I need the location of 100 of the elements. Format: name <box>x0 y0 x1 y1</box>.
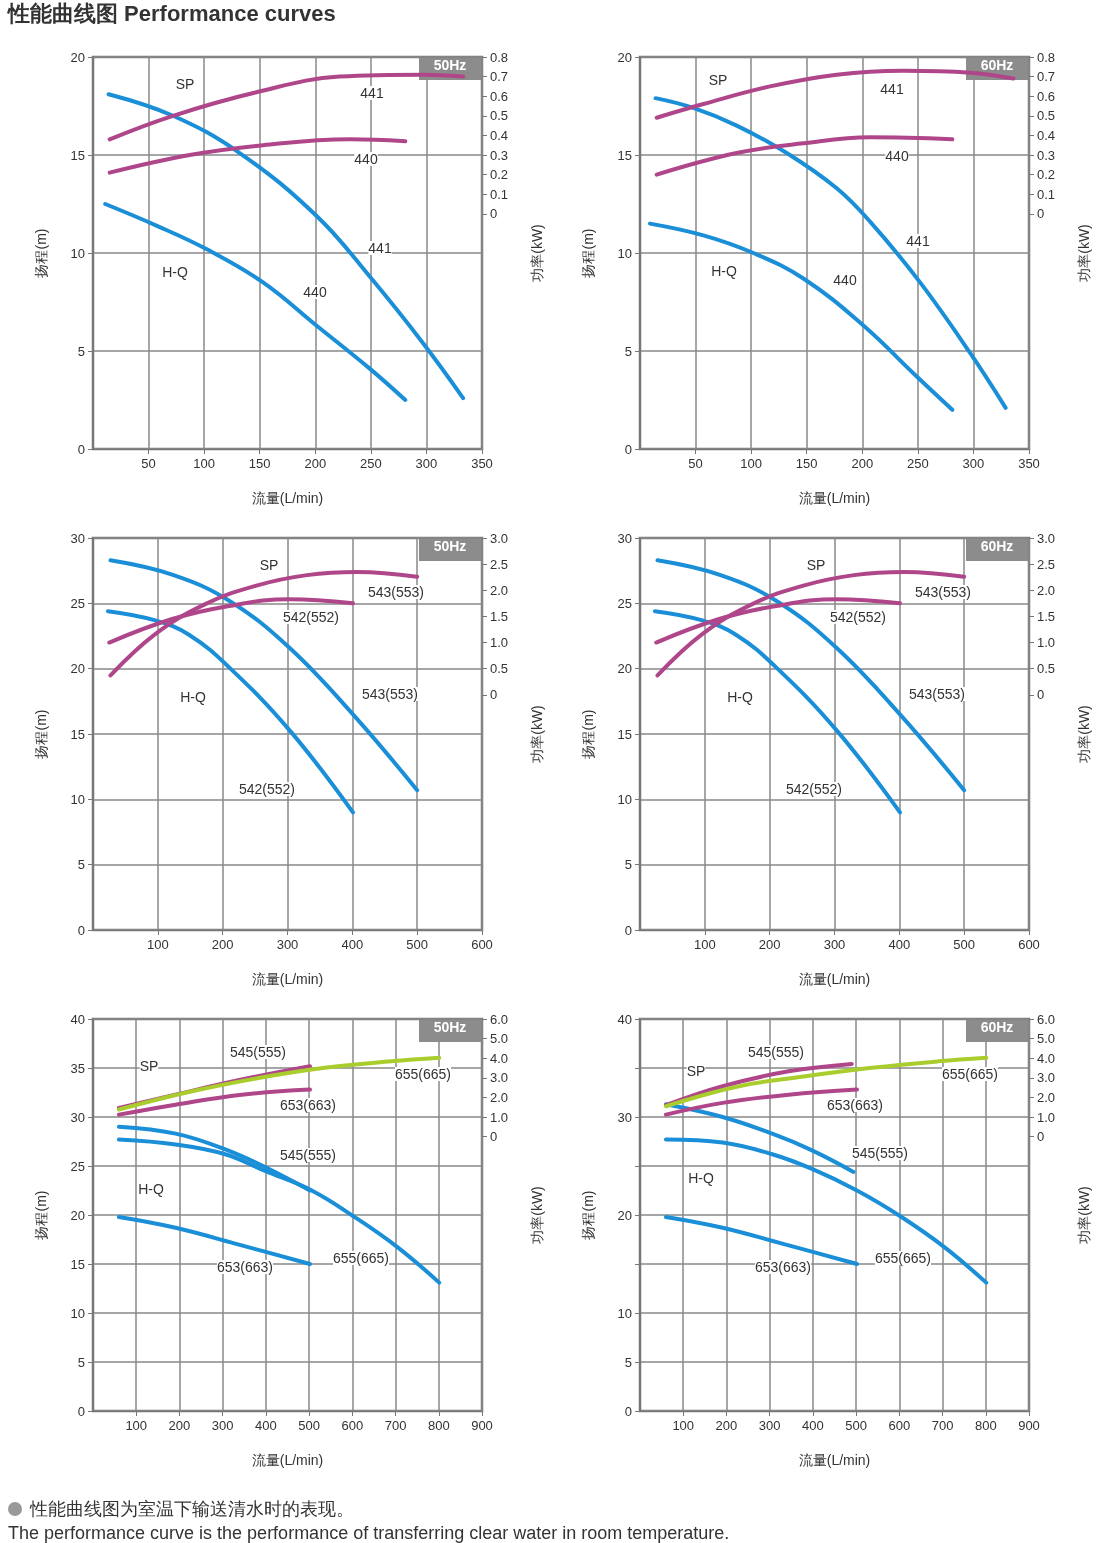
y2-axis-title: 功率(kW) <box>529 224 545 282</box>
x-tick-label: 500 <box>845 1418 867 1433</box>
annotation: 653(663) <box>826 1097 884 1113</box>
y-tick-label: 10 <box>70 791 85 807</box>
annotation: 655(665) <box>394 1066 452 1082</box>
x-tick-label: 250 <box>907 456 929 471</box>
y-tick-label: 20 <box>617 49 632 65</box>
y2-tick-label: 6.0 <box>490 1011 509 1027</box>
x-tick-label: 500 <box>298 1418 320 1433</box>
y2-tick-label: 0 <box>490 687 498 703</box>
annotation: SP <box>806 557 826 573</box>
x-axis-title: 流量(L/min) <box>251 490 324 506</box>
annotation: 60Hz <box>980 538 1014 554</box>
y2-tick-label: 3.0 <box>490 1070 509 1086</box>
x-tick-label: 300 <box>415 456 438 471</box>
annotation: 543(553) <box>361 686 419 702</box>
annotation: 441 <box>360 85 384 101</box>
y2-tick-label: 0.7 <box>490 69 509 85</box>
annotation: 542(552) <box>785 781 843 797</box>
x-tick-label: 800 <box>427 1418 450 1433</box>
x-tick-label: 100 <box>672 1418 695 1433</box>
x-tick-label: 200 <box>304 456 327 471</box>
y-axis-title: 扬程(m) <box>580 709 596 759</box>
y-axis-title: 扬程(m) <box>33 709 49 759</box>
y-axis-title: 扬程(m) <box>33 1190 49 1240</box>
y-tick-label: 10 <box>70 1305 85 1321</box>
annotation: 543(553) <box>908 686 966 702</box>
x-tick-label: 200 <box>715 1418 738 1433</box>
y2-tick-label: 0.8 <box>490 49 509 65</box>
y-tick-label: 5 <box>624 857 632 873</box>
y-tick-label: 20 <box>617 1207 632 1223</box>
x-tick-label: 700 <box>384 1418 407 1433</box>
y2-tick-label: 0 <box>1037 687 1045 703</box>
y-tick-label: 20 <box>70 49 85 65</box>
annotation: 653(663) <box>754 1259 812 1275</box>
y2-tick-label: 2.5 <box>490 556 509 572</box>
x-axis-title: 流量(L/min) <box>798 971 871 987</box>
y-tick-label: 5 <box>77 1354 85 1370</box>
annotation: 543(553) <box>367 584 425 600</box>
y2-tick-label: 0 <box>1037 1129 1045 1145</box>
y-tick-label: 10 <box>617 245 632 261</box>
annotation: H-Q <box>688 1170 714 1186</box>
x-tick-label: 100 <box>146 937 169 952</box>
y2-tick-label: 0.1 <box>1037 186 1056 202</box>
annotation: 543(553) <box>914 584 972 600</box>
y2-tick-label: 2.0 <box>1037 1089 1056 1105</box>
y2-tick-label: 0.4 <box>1037 127 1056 143</box>
y-tick-label: 0 <box>77 441 85 457</box>
y2-tick-label: 3.0 <box>1037 1070 1056 1086</box>
y-tick-label: 35 <box>70 1060 85 1076</box>
x-tick-label: 400 <box>255 1418 277 1433</box>
y-tick-label: 25 <box>70 1158 85 1174</box>
annotation: 545(555) <box>851 1145 909 1161</box>
x-tick-label: 400 <box>888 937 911 952</box>
y2-tick-label: 5.0 <box>490 1031 509 1047</box>
annotation: 545(555) <box>747 1044 805 1060</box>
y2-tick-label: 0 <box>1037 206 1045 222</box>
annotation: 655(665) <box>941 1066 999 1082</box>
y2-tick-label: 2.0 <box>1037 582 1056 598</box>
annotation: 50Hz <box>433 1019 467 1035</box>
y2-tick-label: 4.0 <box>1037 1050 1056 1066</box>
annotation: SP <box>139 1058 159 1074</box>
y-tick-label: 0 <box>624 922 632 938</box>
x-tick-label: 300 <box>211 1418 234 1433</box>
x-tick-label: 600 <box>888 1418 911 1433</box>
y2-tick-label: 1.0 <box>490 1109 509 1125</box>
x-tick-label: 100 <box>125 1418 148 1433</box>
y2-tick-label: 0 <box>490 1129 498 1145</box>
annotation: 441 <box>368 240 392 256</box>
y2-axis-title: 功率(kW) <box>529 705 545 763</box>
annotation: H-Q <box>180 689 206 705</box>
annotation: 60Hz <box>980 57 1014 73</box>
x-tick-label: 600 <box>1018 937 1040 952</box>
y2-tick-label: 6.0 <box>1037 1011 1056 1027</box>
y-tick-label: 20 <box>70 661 85 677</box>
y2-tick-label: 3.0 <box>1037 530 1056 546</box>
x-tick-label: 600 <box>341 1418 364 1433</box>
y2-axis-title: 功率(kW) <box>529 1186 545 1244</box>
x-tick-label: 200 <box>851 456 874 471</box>
y2-axis-title: 功率(kW) <box>1076 224 1092 282</box>
x-tick-label: 150 <box>795 456 818 471</box>
y-tick-label: 25 <box>617 595 632 611</box>
annotation: 60Hz <box>980 1019 1014 1035</box>
y-tick-label: 25 <box>70 595 85 611</box>
y2-tick-label: 0.2 <box>1037 167 1056 183</box>
annotation: 440 <box>885 148 909 164</box>
annotation: 50Hz <box>433 57 467 73</box>
y2-tick-label: 2.0 <box>490 582 509 598</box>
y-tick-label: 10 <box>617 1305 632 1321</box>
annotation: 655(665) <box>874 1250 932 1266</box>
y-tick-label: 20 <box>617 661 632 677</box>
y-tick-label: 5 <box>624 343 632 359</box>
y2-tick-label: 1.5 <box>490 608 509 624</box>
annotation: SP <box>686 1063 706 1079</box>
y-tick-label: 10 <box>617 791 632 807</box>
y2-tick-label: 0.8 <box>1037 49 1056 65</box>
y2-tick-label: 0.4 <box>490 127 509 143</box>
y-tick-label: 30 <box>70 1109 85 1125</box>
y-axis-title: 扬程(m) <box>580 1190 596 1240</box>
annotation: 441 <box>906 233 930 249</box>
